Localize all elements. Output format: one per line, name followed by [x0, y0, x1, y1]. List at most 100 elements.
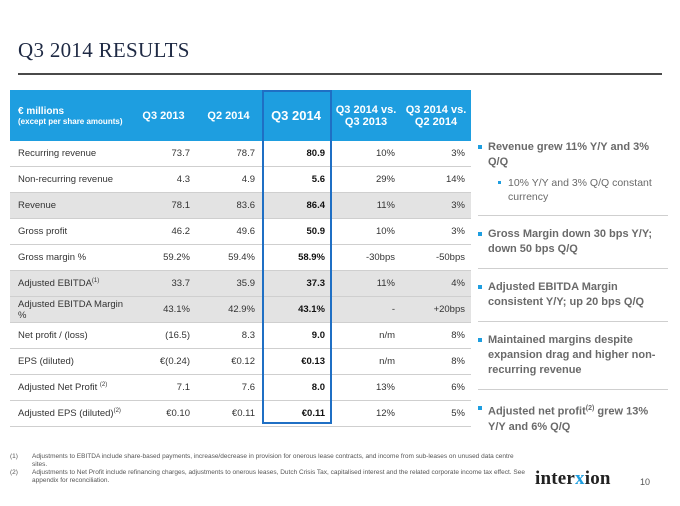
cell-q3-2013: 78.1 — [131, 192, 196, 219]
cell-q3-2013: 4.3 — [131, 166, 196, 193]
cell-vs-q2-2014: 8% — [401, 322, 471, 349]
cell-q3-2014: 8.0 — [261, 374, 331, 401]
bullet-marker-icon — [478, 232, 482, 236]
cell-q3-2013: 7.1 — [131, 374, 196, 401]
header-label-main: € millions — [18, 105, 65, 117]
bullet-marker-icon — [478, 145, 482, 149]
row-label-footnote: (2) — [113, 407, 121, 414]
cell-q3-2014: 50.9 — [261, 218, 331, 245]
table-row: EPS (diluted) €(0.24) €0.12 €0.13 n/m 8% — [10, 348, 471, 375]
cell-vs-q3-2013: 11% — [331, 192, 401, 219]
bullet-divider — [478, 389, 668, 390]
bullet-item: Adjusted EBITDA Margin consistent Y/Y; u… — [478, 280, 668, 310]
table-row: Adjusted Net Profit (2) 7.1 7.6 8.0 13% 6% — [10, 374, 471, 401]
row-label: Gross profit — [10, 218, 131, 245]
cell-q3-2013: 59.2% — [131, 244, 196, 271]
row-label-text: Non-recurring revenue — [18, 174, 114, 185]
cell-q2-2014: €0.12 — [196, 348, 261, 375]
cell-vs-q2-2014: 5% — [401, 400, 471, 427]
footnote-text: Adjustments to EBITDA include share-base… — [32, 453, 514, 468]
row-label-text: Gross profit — [18, 226, 68, 237]
page-number: 10 — [640, 477, 651, 487]
sub-bullet: 10% Y/Y and 3% Q/Q constant currency — [488, 176, 668, 204]
cell-q2-2014: 42.9% — [196, 296, 261, 323]
bullet-divider — [478, 215, 668, 216]
cell-q2-2014: €0.11 — [196, 400, 261, 427]
table-row: Gross profit 46.2 49.6 50.9 10% 3% — [10, 218, 471, 245]
cell-q3-2013: 33.7 — [131, 270, 196, 297]
cell-q3-2014: 86.4 — [261, 192, 331, 219]
header-label: € millions (except per share amounts) — [10, 90, 131, 141]
header-q3-2013: Q3 2013 — [131, 90, 196, 141]
header-q3-2014: Q3 2014 — [261, 90, 331, 141]
table-body: Recurring revenue 73.7 78.7 80.9 10% 3% Non-re… — [10, 141, 471, 427]
cell-q2-2014: 35.9 — [196, 270, 261, 297]
cell-vs-q3-2013: - — [331, 296, 401, 323]
cell-q2-2014: 59.4% — [196, 244, 261, 271]
table-header-row: € millions (except per share amounts) Q3… — [10, 90, 471, 141]
bullet-divider — [478, 321, 668, 322]
results-table: € millions (except per share amounts) Q3… — [10, 90, 471, 427]
cell-q3-2014: 80.9 — [261, 141, 331, 167]
bullet-text-continued: grew 13% Y/Y and 6% Q/Q — [488, 405, 649, 433]
header-vs-q3-2013: Q3 2014 vs. Q3 2013 — [331, 90, 401, 141]
cell-q2-2014: 78.7 — [196, 141, 261, 167]
cell-q3-2014: 9.0 — [261, 322, 331, 349]
cell-q2-2014: 83.6 — [196, 192, 261, 219]
row-label-text: Gross margin % — [18, 252, 87, 263]
table-row: Recurring revenue 73.7 78.7 80.9 10% 3% — [10, 141, 471, 167]
title-year: Q3 2014 — [18, 38, 94, 62]
footnote: (2) Adjustments to Net Profit include ref… — [10, 469, 525, 485]
page-title: Q3 2014 RESULTS — [18, 38, 190, 63]
bullet-text: Adjusted net profit — [488, 405, 586, 418]
cell-q2-2014: 49.6 — [196, 218, 261, 245]
bullet-marker-icon — [478, 338, 482, 342]
cell-vs-q2-2014: -50bps — [401, 244, 471, 271]
cell-vs-q3-2013: n/m — [331, 348, 401, 375]
bullet-item: Revenue grew 11% Y/Y and 3% Q/Q 10% Y/Y a… — [478, 140, 668, 204]
footnote-text: Adjustments to Net Profit include refina… — [32, 469, 525, 484]
cell-q2-2014: 8.3 — [196, 322, 261, 349]
cell-vs-q2-2014: 3% — [401, 141, 471, 167]
cell-vs-q3-2013: 13% — [331, 374, 401, 401]
title-divider — [18, 73, 662, 75]
cell-q2-2014: 7.6 — [196, 374, 261, 401]
table-row: Gross margin % 59.2% 59.4% 58.9% -30bps -50bp… — [10, 244, 471, 271]
cell-q2-2014: 4.9 — [196, 166, 261, 193]
row-label: Gross margin % — [10, 244, 131, 271]
cell-vs-q3-2013: 11% — [331, 270, 401, 297]
bullet-text: Adjusted EBITDA Margin consistent Y/Y; u… — [488, 281, 645, 308]
table-row: Adjusted EBITDA(1) 33.7 35.9 37.3 11% 4% — [10, 270, 471, 297]
cell-vs-q2-2014: 14% — [401, 166, 471, 193]
cell-vs-q2-2014: 6% — [401, 374, 471, 401]
row-label: Adjusted EBITDA Margin % — [10, 296, 131, 323]
footnotes: (1) Adjustments to EBITDA include share-b… — [10, 453, 525, 485]
footnote: (1) Adjustments to EBITDA include share-b… — [10, 453, 525, 469]
header-q2-2014: Q2 2014 — [196, 90, 261, 141]
bullet-item: Adjusted net profit(2) grew 13% Y/Y and … — [478, 401, 668, 435]
table-row: Net profit / (loss) (16.5) 8.3 9.0 n/m 8% — [10, 322, 471, 349]
row-label: Revenue — [10, 192, 131, 219]
row-label-footnote: (2) — [99, 381, 108, 388]
cell-q3-2013: 46.2 — [131, 218, 196, 245]
row-label: Net profit / (loss) — [10, 322, 131, 349]
header-label-sub: (except per share amounts) — [18, 116, 123, 126]
row-label-footnote: (1) — [91, 277, 100, 284]
table-row: Adjusted EPS (diluted)(2) €0.10 €0.11 €0.11… — [10, 400, 471, 427]
bullet-item: Gross Margin down 30 bps Y/Y; down 50 bp… — [478, 227, 668, 257]
header-vs-q2-2014: Q3 2014 vs. Q2 2014 — [401, 90, 471, 141]
cell-vs-q2-2014: 8% — [401, 348, 471, 375]
row-label-text: Net profit / (loss) — [18, 330, 88, 341]
cell-vs-q2-2014: +20bps — [401, 296, 471, 323]
cell-q3-2014: 43.1% — [261, 296, 331, 323]
footnote-number: (2) — [10, 469, 18, 476]
cell-vs-q2-2014: 4% — [401, 270, 471, 297]
row-label: EPS (diluted) — [10, 348, 131, 375]
row-label: Recurring revenue — [10, 141, 131, 167]
row-label: Adjusted Net Profit (2) — [10, 374, 131, 401]
title-word: RESULTS — [98, 38, 190, 62]
cell-vs-q3-2013: 10% — [331, 141, 401, 167]
bullet-marker-icon — [498, 181, 501, 184]
row-label: Adjusted EBITDA(1) — [10, 270, 131, 297]
cell-vs-q3-2013: 10% — [331, 218, 401, 245]
